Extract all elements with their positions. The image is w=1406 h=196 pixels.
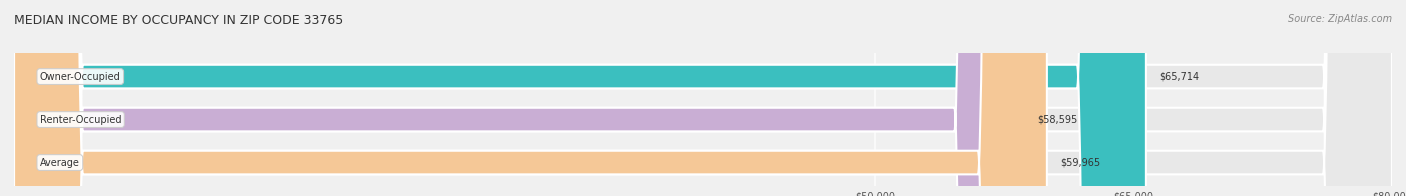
Text: Renter-Occupied: Renter-Occupied xyxy=(39,114,121,125)
FancyBboxPatch shape xyxy=(14,0,1392,196)
FancyBboxPatch shape xyxy=(14,0,1047,196)
FancyBboxPatch shape xyxy=(14,0,1392,196)
Text: Average: Average xyxy=(39,158,80,168)
Text: $65,714: $65,714 xyxy=(1160,72,1199,82)
Text: $58,595: $58,595 xyxy=(1038,114,1077,125)
Text: MEDIAN INCOME BY OCCUPANCY IN ZIP CODE 33765: MEDIAN INCOME BY OCCUPANCY IN ZIP CODE 3… xyxy=(14,14,343,27)
Text: Source: ZipAtlas.com: Source: ZipAtlas.com xyxy=(1288,14,1392,24)
FancyBboxPatch shape xyxy=(14,0,1146,196)
Text: Owner-Occupied: Owner-Occupied xyxy=(39,72,121,82)
Text: $59,965: $59,965 xyxy=(1060,158,1101,168)
FancyBboxPatch shape xyxy=(14,0,1024,196)
FancyBboxPatch shape xyxy=(14,0,1392,196)
